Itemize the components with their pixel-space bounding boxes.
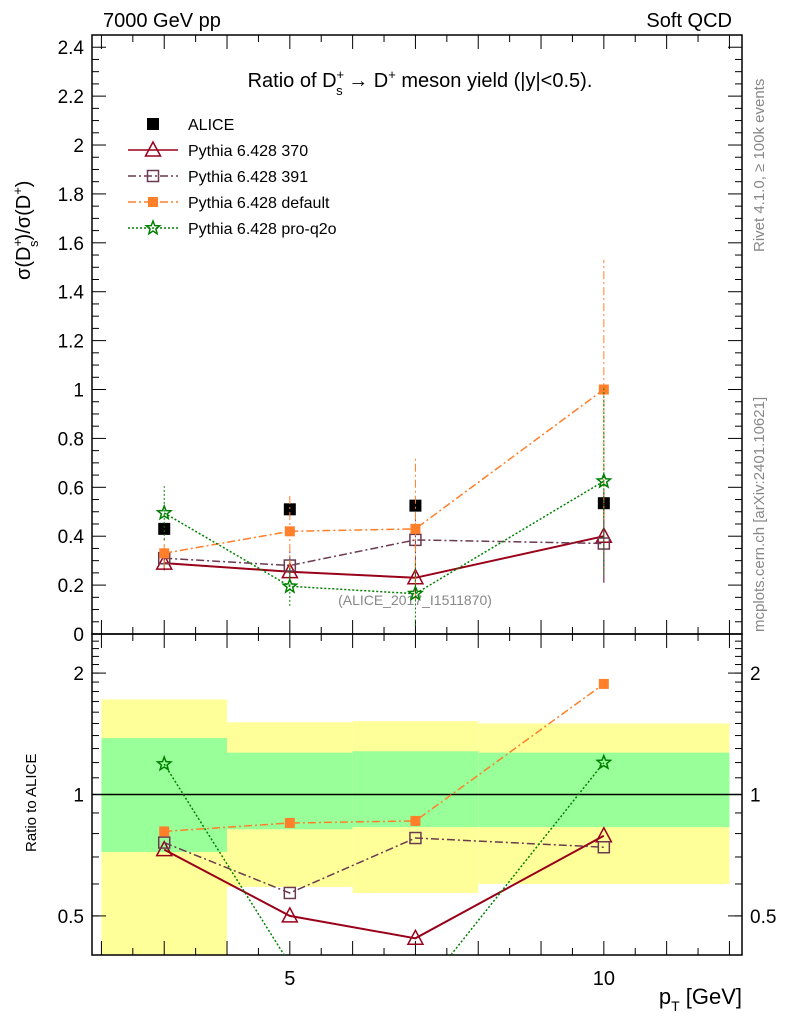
data-point-p370	[155, 553, 173, 570]
series-group	[155, 259, 613, 626]
band-inner-bin	[352, 751, 479, 828]
data-point-p391	[157, 836, 171, 849]
legend: ALICE Pythia 6.428 370 Pythia 6.428 391 Pyt…	[128, 117, 337, 238]
y-axis-label: σ(D+s)/σ(D+)	[10, 181, 41, 280]
ratio-y-tick-label-right: 2	[750, 664, 761, 685]
legend-label-default: Pythia 6.428 default	[188, 195, 330, 212]
data-point-p370	[595, 526, 613, 543]
ratio-y-tick-label-right: 1	[750, 786, 761, 807]
x-tick-label: 10	[593, 968, 615, 990]
data-point-default	[284, 526, 295, 537]
ratio-plot-series	[155, 678, 613, 1006]
y-tick-label: 2.2	[58, 87, 84, 108]
y-tick-label: 1.4	[58, 283, 85, 304]
series-p370	[155, 489, 613, 593]
x-axis-label: pT [GeV]	[659, 984, 742, 1014]
rivet-label: Rivet 4.1.0, ≥ 100k events	[751, 79, 768, 252]
series-line-default	[164, 388, 605, 555]
legend-label-ALICE: ALICE	[188, 117, 234, 134]
series-line-p370	[163, 834, 605, 940]
mcplots-label: mcplots.cern.ch [arXiv:2401.10621]	[751, 397, 768, 632]
data-point-proq2o	[409, 993, 422, 1006]
data-point-default	[410, 815, 421, 826]
data-point-default	[284, 817, 295, 828]
legend-marker-p391	[146, 169, 160, 183]
data-point-default	[159, 826, 170, 837]
y-tick-label: 0.6	[58, 478, 84, 499]
series-p391	[157, 831, 611, 900]
ratio-y-tick-label-right: 0.5	[750, 907, 776, 928]
data-point-proq2o	[155, 754, 173, 772]
series-ALICE	[158, 495, 610, 535]
series-line-p391	[163, 837, 604, 894]
series-default	[159, 678, 609, 837]
data-point-proq2o	[406, 584, 425, 601]
legend-label-p391: Pythia 6.428 391	[188, 169, 308, 186]
data-point-proq2o	[155, 503, 173, 521]
legend-marker-default	[148, 197, 158, 207]
data-point-p391	[283, 886, 297, 900]
series-proq2o	[155, 388, 613, 626]
band-inner-bin	[227, 752, 353, 830]
data-point-default	[159, 548, 170, 559]
ratio-y-tick-label: 1	[73, 786, 84, 807]
series-line-p391	[164, 539, 604, 567]
series-proq2o	[155, 753, 613, 1006]
axes: 0 0.2 0.4 0.6 0.8 1 1.2 1.4 1.6 1.8 2 2.2 2.4 0.5 0.5 1…	[58, 34, 776, 990]
y-tick-label: 0	[73, 625, 84, 646]
data-point-p370	[406, 928, 425, 946]
legend-label-p370: Pythia 6.428 370	[188, 143, 308, 160]
ratio-y-axis-label: Ratio to ALICE	[23, 754, 40, 852]
legend-label-proq2o: Pythia 6.428 pro-q2o	[188, 221, 337, 238]
y-tick-label: 2.4	[58, 38, 85, 59]
legend-marker-p370	[144, 140, 162, 157]
y-tick-label: 0.2	[58, 576, 84, 597]
y-tick-label: 1.8	[58, 185, 84, 206]
y-tick-label: 1.2	[58, 332, 84, 353]
series-default	[159, 259, 609, 600]
ratio-y-tick-label: 2	[73, 664, 84, 685]
data-point-p391	[409, 831, 422, 845]
series-line-proq2o	[163, 480, 605, 595]
y-tick-label: 0.8	[58, 429, 84, 450]
data-point-proq2o	[281, 577, 299, 594]
data-point-p370	[281, 906, 299, 923]
legend-marker-proq2o	[144, 218, 162, 236]
y-tick-label: 1	[73, 381, 84, 402]
y-tick-label: 2	[73, 136, 84, 157]
y-tick-label: 1.6	[58, 234, 84, 255]
plot-title: Ratio of D+ s → D+ meson yield (|y|<0.5).	[248, 67, 593, 98]
data-point-proq2o	[595, 753, 613, 770]
header-right: Soft QCD	[646, 10, 732, 32]
series-line-default	[164, 683, 605, 833]
header-left: 7000 GeV pp	[103, 10, 221, 32]
x-tick-label: 5	[284, 968, 295, 990]
data-point-default	[598, 678, 609, 689]
series-group	[155, 678, 613, 1006]
data-point-default	[410, 523, 421, 534]
main-plot-series	[155, 259, 613, 626]
series-line-p370	[164, 535, 605, 579]
data-point-ALICE	[158, 522, 171, 535]
series-p391	[157, 504, 611, 583]
ratio-y-tick-label: 0.5	[58, 907, 84, 928]
band-inner-bin	[478, 752, 730, 828]
data-point-proq2o	[595, 472, 613, 489]
ratio-bands	[101, 699, 730, 955]
data-point-p391	[597, 840, 611, 854]
legend-marker-ALICE	[147, 118, 159, 130]
y-tick-label: 0.4	[58, 527, 85, 548]
data-point-ALICE	[409, 499, 422, 512]
data-point-ALICE	[283, 503, 296, 516]
